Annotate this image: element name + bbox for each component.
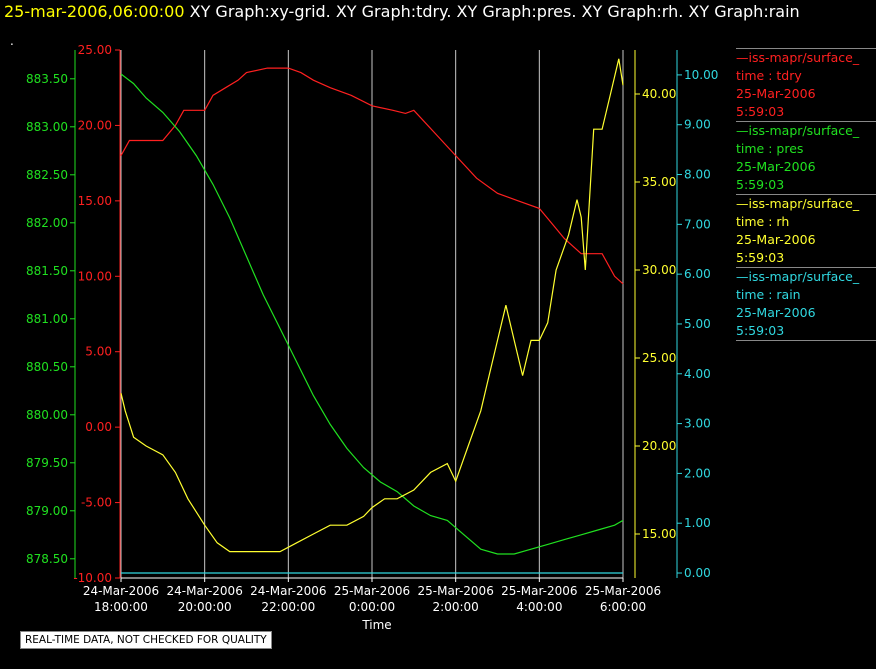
pres-tick-label: 881.00: [26, 312, 68, 326]
x-ticks: 24-Mar-2006 18:00:00 24-Mar-2006 20:00:00 24…: [83, 578, 661, 614]
graph-title: 25-mar-2006,06:00:00 XY Graph:xy-grid. X…: [4, 2, 800, 21]
tdry-tick-label: 25.00: [78, 43, 112, 57]
legend-name: —iss-mapr/surface_: [736, 269, 860, 284]
legend-date: 25-Mar-2006: [736, 305, 816, 320]
pres-line: [120, 73, 624, 555]
rain-tick-label: 7.00: [684, 217, 711, 231]
legend-date: 25-Mar-2006: [736, 232, 816, 247]
legend-entry-rh[interactable]: —iss-mapr/surface_ time : rh 25-Mar-2006…: [736, 194, 876, 267]
pres-tick-label: 880.50: [26, 360, 68, 374]
rain-tick-label: 1.00: [684, 516, 711, 530]
legend-name: —iss-mapr/surface_: [736, 196, 860, 211]
x-tick-date: 24-Mar-2006: [250, 584, 326, 598]
rain-tick-label: 4.00: [684, 367, 711, 381]
x-tick-date: 25-Mar-2006: [417, 584, 493, 598]
graph-list: XY Graph:xy-grid. XY Graph:tdry. XY Grap…: [189, 2, 800, 21]
x-tick-time: 18:00:00: [94, 600, 148, 614]
pres-tick-label: 881.50: [26, 264, 68, 278]
legend-label: time : rain: [736, 287, 801, 302]
x-tick-date: 25-Mar-2006: [501, 584, 577, 598]
rh-tick-label: 20.00: [642, 439, 676, 453]
legend-entry-tdry[interactable]: —iss-mapr/surface_ time : tdry 25-Mar-20…: [736, 48, 876, 121]
rh-tick-label: 15.00: [642, 527, 676, 541]
tdry-line: [120, 67, 624, 285]
rain-tick-label: 0.00: [684, 566, 711, 580]
rh-tick-label: 25.00: [642, 351, 676, 365]
rh-line: [120, 58, 624, 553]
legend-name: —iss-mapr/surface_: [736, 50, 860, 65]
rain-tick-label: 8.00: [684, 168, 711, 182]
timestamp: 25-mar-2006,06:00:00: [4, 2, 185, 21]
pres-tick-label: 879.50: [26, 456, 68, 470]
rain-tick-label: 6.00: [684, 267, 711, 281]
legend-time: 5:59:03: [736, 104, 785, 119]
legend-entry-rain[interactable]: —iss-mapr/surface_ time : rain 25-Mar-20…: [736, 267, 876, 341]
series-lines: [120, 58, 624, 574]
legend-label: time : pres: [736, 141, 804, 156]
legend-time: 5:59:03: [736, 250, 785, 265]
x-tick-time: 20:00:00: [178, 600, 232, 614]
legend-time: 5:59:03: [736, 323, 785, 338]
legend: —iss-mapr/surface_ time : tdry 25-Mar-20…: [736, 48, 876, 341]
x-tick-date: 25-Mar-2006: [334, 584, 410, 598]
rain-tick-label: 9.00: [684, 118, 711, 132]
tdry-tick-label: 15.00: [78, 194, 112, 208]
pres-tick-label: 883.00: [26, 120, 68, 134]
rain-tick-label: 3.00: [684, 417, 711, 431]
x-tick-time: 4:00:00: [516, 600, 562, 614]
rh-tick-label: 40.00: [642, 87, 676, 101]
legend-date: 25-Mar-2006: [736, 86, 816, 101]
x-tick-time: 2:00:00: [433, 600, 479, 614]
quality-notice: REAL-TIME DATA, NOT CHECKED FOR QUALITY: [20, 631, 272, 649]
pres-tick-label: 878.50: [26, 552, 68, 566]
legend-entry-pres[interactable]: —iss-mapr/surface_ time : pres 25-Mar-20…: [736, 121, 876, 194]
tdry-tick-label: -10.00: [73, 571, 112, 585]
x-tick-time: 6:00:00: [600, 600, 646, 614]
x-tick-date: 24-Mar-2006: [166, 584, 242, 598]
rh-tick-label: 30.00: [642, 263, 676, 277]
legend-name: —iss-mapr/surface_: [736, 123, 860, 138]
rain-tick-label: 10.00: [684, 68, 718, 82]
pres-tick-label: 882.00: [26, 216, 68, 230]
legend-label: time : tdry: [736, 68, 802, 83]
pres-tick-label: 880.00: [26, 408, 68, 422]
dot-marker: .: [10, 34, 14, 48]
legend-label: time : rh: [736, 214, 790, 229]
tdry-tick-label: 5.00: [85, 345, 112, 359]
grid: [120, 50, 624, 578]
tdry-tick-label: 20.00: [78, 118, 112, 132]
pres-tick-label: 882.50: [26, 168, 68, 182]
rain-tick-label: 2.00: [684, 466, 711, 480]
tdry-tick-label: 0.00: [85, 420, 112, 434]
x-tick-date: 24-Mar-2006: [83, 584, 159, 598]
x-tick-time: 0:00:00: [349, 600, 395, 614]
legend-date: 25-Mar-2006: [736, 159, 816, 174]
rh-tick-label: 35.00: [642, 175, 676, 189]
rain-tick-label: 5.00: [684, 317, 711, 331]
x-axis-label: Time: [361, 618, 391, 632]
pres-tick-label: 883.50: [26, 72, 68, 86]
tdry-tick-label: -5.00: [81, 496, 112, 510]
legend-time: 5:59:03: [736, 177, 785, 192]
x-tick-date: 25-Mar-2006: [585, 584, 661, 598]
x-tick-time: 22:00:00: [261, 600, 315, 614]
pres-tick-label: 879.00: [26, 504, 68, 518]
tdry-tick-label: 10.00: [78, 269, 112, 283]
